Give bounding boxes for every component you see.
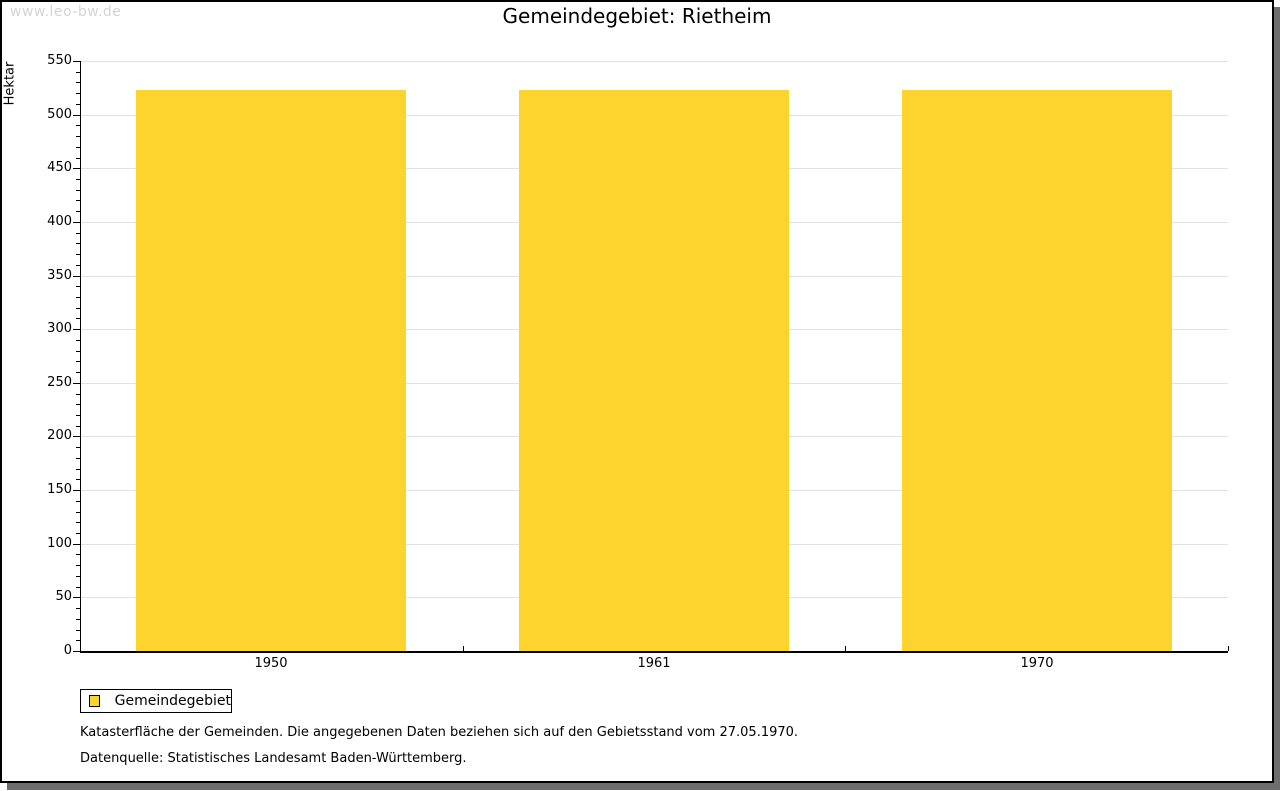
y-tick-minor-60	[76, 587, 80, 588]
y-tick-minor-390	[76, 233, 80, 234]
page-title: Gemeindegebiet: Rietheim	[502, 4, 772, 28]
y-tick-minor-140	[76, 501, 80, 502]
y-tick-minor-90	[76, 554, 80, 555]
y-tick-major-200	[73, 436, 80, 437]
y-tick-minor-170	[76, 469, 80, 470]
y-tick-label-0: 0	[63, 643, 72, 658]
y-tick-minor-340	[76, 286, 80, 287]
y-tick-minor-420	[76, 200, 80, 201]
x-boundary-tick-2	[845, 646, 846, 651]
y-tick-major-250	[73, 383, 80, 384]
y-tick-minor-20	[76, 630, 80, 631]
y-tick-major-100	[73, 544, 80, 545]
y-tick-minor-220	[76, 415, 80, 416]
y-tick-minor-160	[76, 479, 80, 480]
y-tick-minor-410	[76, 211, 80, 212]
y-tick-minor-290	[76, 340, 80, 341]
y-tick-minor-180	[76, 458, 80, 459]
y-tick-minor-490	[76, 125, 80, 126]
y-tick-label-400: 400	[47, 214, 72, 229]
y-tick-major-400	[73, 222, 80, 223]
bar-1961	[519, 90, 789, 651]
y-tick-minor-10	[76, 640, 80, 641]
bar-1950	[136, 90, 406, 651]
y-tick-minor-540	[76, 72, 80, 73]
x-boundary-tick-3	[1228, 646, 1229, 651]
y-tick-minor-480	[76, 136, 80, 137]
y-tick-label-100: 100	[47, 536, 72, 551]
y-tick-major-550	[73, 61, 80, 62]
y-tick-minor-470	[76, 147, 80, 148]
footnote-data-source: Datenquelle: Statistisches Landesamt Bad…	[80, 751, 467, 766]
y-tick-minor-380	[76, 243, 80, 244]
watermark: www.leo-bw.de	[10, 4, 122, 20]
y-tick-minor-240	[76, 394, 80, 395]
y-tick-minor-80	[76, 565, 80, 566]
y-tick-minor-330	[76, 297, 80, 298]
y-tick-minor-430	[76, 190, 80, 191]
y-tick-minor-510	[76, 104, 80, 105]
x-axis-line	[80, 651, 1228, 653]
y-tick-minor-270	[76, 361, 80, 362]
y-tick-label-250: 250	[47, 375, 72, 390]
x-tick-label-1970: 1970	[1020, 656, 1054, 671]
legend-label: Gemeindegebiet	[114, 693, 231, 709]
y-tick-minor-260	[76, 372, 80, 373]
y-tick-major-150	[73, 490, 80, 491]
y-axis-title: Hektar	[2, 61, 18, 106]
y-tick-minor-110	[76, 533, 80, 534]
y-tick-major-0	[73, 651, 80, 652]
y-tick-minor-120	[76, 522, 80, 523]
y-tick-minor-320	[76, 308, 80, 309]
y-tick-major-50	[73, 597, 80, 598]
y-tick-minor-360	[76, 265, 80, 266]
y-tick-label-150: 150	[47, 482, 72, 497]
y-tick-minor-440	[76, 179, 80, 180]
y-tick-major-350	[73, 276, 80, 277]
y-tick-minor-530	[76, 82, 80, 83]
y-tick-label-50: 50	[55, 589, 72, 604]
y-tick-minor-310	[76, 318, 80, 319]
y-tick-minor-30	[76, 619, 80, 620]
y-tick-minor-460	[76, 158, 80, 159]
gridline-y-550	[80, 61, 1228, 62]
x-tick-label-1961: 1961	[637, 656, 671, 671]
y-axis-line	[80, 61, 81, 651]
y-tick-minor-210	[76, 426, 80, 427]
y-tick-minor-280	[76, 351, 80, 352]
y-tick-label-300: 300	[47, 321, 72, 336]
legend: Gemeindegebiet	[80, 689, 232, 713]
bar-1970	[902, 90, 1172, 651]
y-tick-label-200: 200	[47, 428, 72, 443]
legend-swatch	[89, 695, 100, 707]
y-tick-minor-370	[76, 254, 80, 255]
y-tick-minor-40	[76, 608, 80, 609]
y-tick-minor-130	[76, 512, 80, 513]
x-tick-label-1950: 1950	[254, 656, 288, 671]
y-tick-label-450: 450	[47, 160, 72, 175]
y-tick-major-300	[73, 329, 80, 330]
y-tick-label-500: 500	[47, 107, 72, 122]
y-tick-label-550: 550	[47, 53, 72, 68]
y-tick-minor-520	[76, 93, 80, 94]
y-tick-minor-190	[76, 447, 80, 448]
footnote-source-note: Katasterfläche der Gemeinden. Die angege…	[80, 725, 799, 740]
y-tick-label-350: 350	[47, 268, 72, 283]
y-tick-major-450	[73, 168, 80, 169]
y-tick-minor-230	[76, 404, 80, 405]
y-tick-major-500	[73, 115, 80, 116]
y-tick-minor-70	[76, 576, 80, 577]
x-boundary-tick-1	[463, 646, 464, 651]
